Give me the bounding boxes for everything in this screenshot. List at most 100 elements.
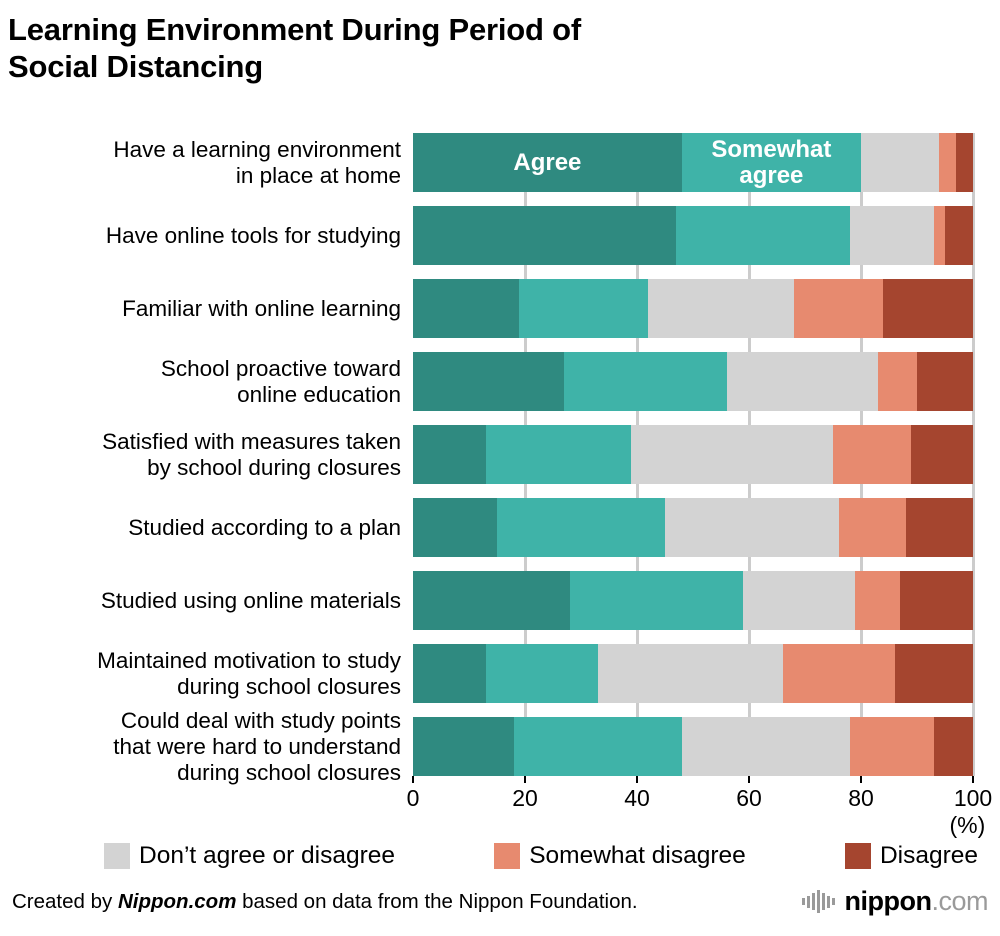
bar-segment-neither: [665, 498, 839, 558]
stacked-bar: Agree Somewhat agree: [413, 133, 973, 193]
axis-tick-label: 80: [848, 785, 874, 812]
category-label: Have online tools for studying: [105, 222, 401, 248]
chart-row: Maintained motivation to study during sch…: [8, 644, 992, 704]
credit-suffix: based on data from the Nippon Foundation…: [236, 889, 638, 913]
chart-rows: Have a learning environment in place at h…: [8, 133, 992, 785]
bar-segment-neither: [849, 206, 934, 266]
category-label: Studied according to a plan: [128, 514, 401, 540]
category-label: School proactive toward online education: [160, 355, 401, 407]
stacked-bar: [413, 498, 973, 558]
bar-segment-somewhat-disagree: [939, 133, 957, 193]
series-inline-label: Agree: [513, 148, 582, 176]
chart-row: Studied according to a plan: [8, 498, 992, 558]
legend-item-neither: Don’t agree or disagree: [104, 842, 395, 870]
chart-row: School proactive toward online education: [8, 352, 992, 412]
bar-segment-neither: [860, 133, 940, 193]
bar-segment-somewhat-agree: [497, 498, 665, 558]
legend-swatch: [844, 843, 871, 870]
series-inline-label: Somewhat agree: [711, 135, 832, 189]
bar-segment-disagree: [933, 717, 973, 777]
axis-unit-label: (%): [949, 812, 986, 839]
category-label: Could deal with study points that were ha…: [113, 707, 401, 785]
legend-label: Don’t agree or disagree: [139, 842, 396, 870]
chart-row: Studied using online materials: [8, 571, 992, 631]
stacked-bar: [413, 717, 973, 777]
bar-segment-agree: [413, 352, 565, 412]
axis-tick: [524, 776, 526, 784]
x-axis: 0 20 40 60 80 100 (%): [407, 776, 992, 840]
nippon-logo: nippon .com: [801, 886, 988, 917]
axis-tick: [972, 776, 974, 784]
bar-segment-somewhat-disagree: [933, 206, 945, 266]
legend-swatch: [104, 843, 130, 870]
bar-segment-somewhat-disagree: [849, 717, 934, 777]
bar-segment-somewhat-disagree: [855, 571, 901, 631]
chart-row: Familiar with online learning: [8, 279, 992, 339]
legend-item-disagree: Disagree: [844, 842, 978, 870]
bar-segment-agree: [413, 425, 486, 485]
bar-segment-disagree: [916, 352, 973, 412]
bar-segment-agree: Agree: [413, 133, 682, 193]
bar-segment-somewhat-disagree: [877, 352, 917, 412]
stacked-bar: [413, 644, 973, 704]
axis-tick-label: 40: [624, 785, 650, 812]
chart-title-line-2: Social Distancing: [8, 48, 263, 84]
stacked-bar: [413, 279, 973, 339]
bar-segment-agree: [413, 571, 570, 631]
bar-segment-disagree: [956, 133, 973, 193]
chart-row: Have online tools for studying: [8, 206, 992, 266]
legend-label: Disagree: [879, 842, 978, 870]
bar-segment-somewhat-disagree: [782, 644, 895, 704]
credit-text: Created by Nippon.com based on data from…: [12, 890, 638, 914]
category-label: Satisfied with measures taken by school d…: [102, 428, 401, 480]
category-label: Maintained motivation to study during sch…: [97, 647, 401, 699]
bar-segment-disagree: [905, 498, 973, 558]
axis-tick: [860, 776, 862, 784]
bar-segment-disagree: [944, 206, 973, 266]
axis-tick-label: 60: [736, 785, 762, 812]
chart-title-line-1: Learning Environment During Period of: [8, 12, 582, 47]
stacked-bar-chart: Have a learning environment in place at h…: [8, 133, 992, 785]
bar-segment-agree: [413, 498, 497, 558]
bar-segment-somewhat-agree: [513, 717, 682, 777]
category-label: Familiar with online learning: [122, 295, 401, 321]
category-label: Studied using online materials: [100, 587, 401, 613]
category-label: Have a learning environment in place at h…: [113, 136, 401, 188]
nippon-wave-icon: [801, 890, 837, 914]
bar-segment-somewhat-disagree: [838, 498, 906, 558]
bar-segment-somewhat-agree: [485, 425, 632, 485]
axis-tick: [748, 776, 750, 784]
bar-segment-somewhat-agree: Somewhat agree: [681, 133, 861, 193]
bar-segment-neither: [726, 352, 878, 412]
chart-row: Have a learning environment in place at h…: [8, 133, 992, 193]
bar-segment-somewhat-disagree: [832, 425, 912, 485]
stacked-bar: [413, 206, 973, 266]
bar-segment-disagree: [900, 571, 973, 631]
axis-tick: [412, 776, 414, 784]
logo-name: nippon: [844, 886, 932, 917]
stacked-bar: [413, 425, 973, 485]
logo-suffix: .com: [931, 886, 988, 917]
bar-segment-agree: [413, 206, 677, 266]
stacked-bar: [413, 571, 973, 631]
chart-row: Could deal with study points that were ha…: [8, 707, 992, 785]
bar-segment-disagree: [911, 425, 973, 485]
credit-source: Nippon.com: [117, 889, 237, 913]
bar-segment-neither: [648, 279, 794, 339]
bar-segment-neither: [631, 425, 833, 485]
chart-title: Learning Environment During Period of So…: [8, 12, 992, 85]
axis-tick-label: 100: [953, 785, 993, 812]
legend: Don’t agree or disagree Somewhat disagree…: [104, 842, 978, 870]
axis-tick-label: 20: [512, 785, 538, 812]
stacked-bar: [413, 352, 973, 412]
bar-segment-somewhat-disagree: [793, 279, 884, 339]
legend-swatch: [494, 843, 521, 870]
legend-label: Somewhat disagree: [529, 842, 746, 870]
credit-prefix: Created by: [12, 889, 118, 913]
bar-segment-somewhat-agree: [676, 206, 850, 266]
legend-item-somewhat-disagree: Somewhat disagree: [494, 842, 746, 870]
bar-segment-disagree: [894, 644, 973, 704]
axis-tick-label: 0: [406, 785, 420, 812]
axis-tick: [636, 776, 638, 784]
